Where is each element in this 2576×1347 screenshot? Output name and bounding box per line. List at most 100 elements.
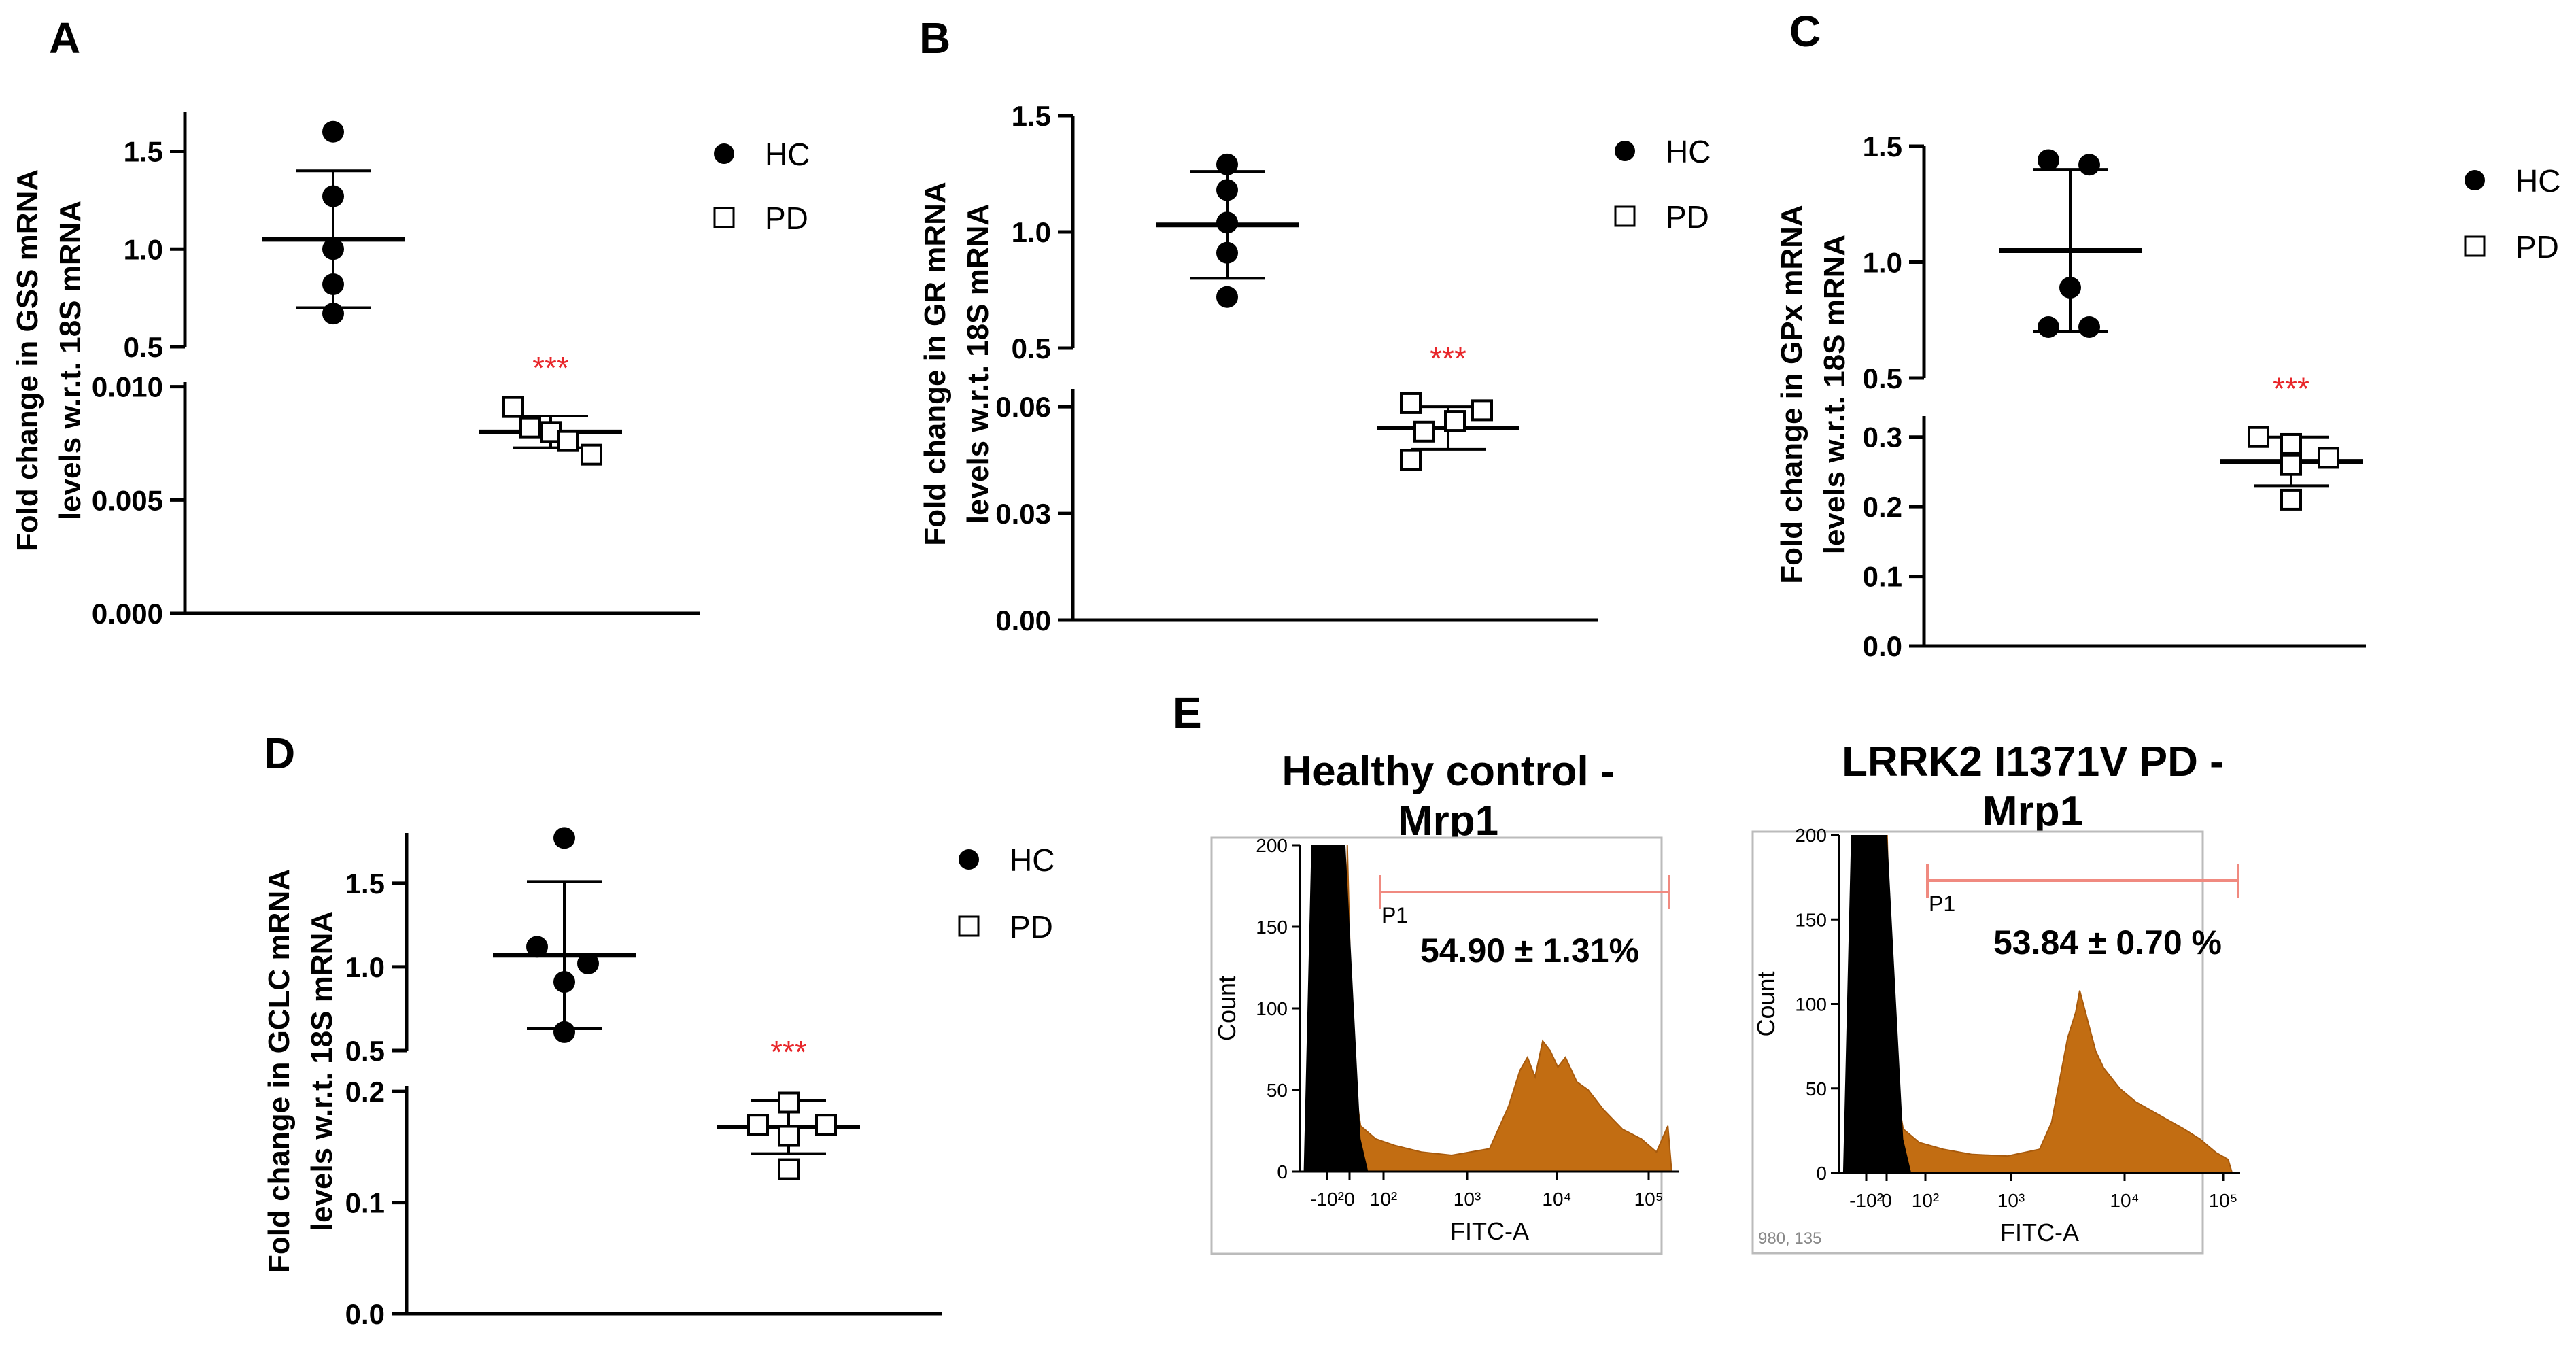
y-tick-label: 0.5 <box>1012 333 1051 364</box>
flow-x-tick-label: 10² <box>1912 1190 1939 1211</box>
flow-y-tick-label: 50 <box>1267 1080 1288 1101</box>
hc-data-point <box>526 936 548 958</box>
pd-data-point <box>519 416 541 439</box>
flow-y-tick-label: 0 <box>1277 1161 1288 1182</box>
hc-data-point <box>2078 154 2100 176</box>
hc-data-point <box>1216 286 1238 308</box>
y-axis-label-line1: Fold change in GCLC mRNA <box>262 869 296 1273</box>
significance-stars: *** <box>2273 371 2309 407</box>
pd-data-point <box>581 443 602 466</box>
hc-data-point <box>577 953 599 974</box>
pd-data-point <box>502 396 524 418</box>
hc-data-point <box>1216 153 1238 175</box>
y-tick-label: 0.2 <box>345 1076 385 1108</box>
hc-data-point <box>322 303 344 325</box>
positive-histogram <box>1344 845 1672 1172</box>
legend-hc-label: HC <box>1666 134 1711 169</box>
hc-data-point <box>2078 316 2100 338</box>
panel-letter-c: C <box>1789 7 1821 56</box>
negative-peak <box>1842 835 1912 1173</box>
legend-pd-label: PD <box>765 201 808 236</box>
y-axis-label-line1: Fold change in GSS mRNA <box>11 169 44 551</box>
y-axis-label-line2: levels w.r.t. 18S mRNA <box>1818 235 1851 554</box>
flow-y-tick-label: 100 <box>1256 998 1288 1019</box>
flow-x-tick-label: 0 <box>1344 1189 1355 1210</box>
significance-stars: *** <box>1430 341 1466 376</box>
flow-hc-title-line1: Healthy control - <box>1282 748 1614 795</box>
y-tick-label: 1.5 <box>124 136 163 168</box>
y-tick-label: 1.0 <box>345 951 385 983</box>
pd-data-point <box>778 1158 800 1180</box>
pd-data-point <box>1400 449 1422 471</box>
flow-y-tick-label: 50 <box>1806 1078 1827 1099</box>
y-tick-label: 0.5 <box>1863 362 1902 394</box>
y-tick-label: 1.5 <box>1863 131 1902 163</box>
flow-y-tick-label: 200 <box>1795 825 1827 846</box>
pd-data-point <box>1444 410 1466 432</box>
y-axis-label-line1: Fold change in GPx mRNA <box>1775 205 1808 583</box>
flow-pd-title-line1: LRRK2 I1371V PD - <box>1842 738 2224 785</box>
flow-x-tick-label: 10³ <box>1997 1190 2025 1211</box>
positive-histogram <box>1886 834 2233 1174</box>
flow-y-tick-label: 100 <box>1795 994 1827 1015</box>
flow-x-tick-label: 10⁵ <box>1634 1189 1664 1210</box>
legend-pd-marker <box>713 207 735 228</box>
flow-plot-frame <box>1751 830 2204 1255</box>
flow-x-tick-label: 10⁵ <box>2209 1190 2238 1211</box>
panel-letter-a: A <box>49 14 80 63</box>
y-axis-label-line2: levels w.r.t. 18S mRNA <box>961 204 995 524</box>
flow-x-axis-label: FITC-A <box>2000 1218 2079 1246</box>
flow-y-axis-label: Count <box>1213 976 1241 1041</box>
flow-y-tick-label: 200 <box>1256 835 1288 856</box>
pd-data-point <box>2280 432 2302 455</box>
hc-data-point <box>2038 316 2059 338</box>
y-tick-label: 0.1 <box>1863 561 1902 593</box>
pd-data-point <box>1400 392 1422 414</box>
percentage-stat: 54.90 ± 1.31% <box>1420 932 1639 970</box>
y-tick-label: 0.010 <box>92 371 163 403</box>
legend-hc-marker <box>1615 141 1635 161</box>
legend-pd-label: PD <box>1010 909 1053 944</box>
flow-y-tick-label: 0 <box>1816 1163 1827 1184</box>
y-tick-label: 0.1 <box>345 1187 385 1219</box>
flow-x-axis-label: FITC-A <box>1450 1217 1529 1245</box>
hc-data-point <box>2059 277 2081 299</box>
y-axis-label-line2: levels w.r.t. 18S mRNA <box>54 201 87 520</box>
y-tick-label: 0.000 <box>92 598 163 630</box>
y-tick-label: 0.3 <box>1863 422 1902 454</box>
y-tick-label: 0.06 <box>995 391 1051 423</box>
y-tick-label: 0.2 <box>1863 491 1902 523</box>
legend-pd-label: PD <box>1666 199 1709 235</box>
y-tick-label: 0.5 <box>345 1035 385 1067</box>
legend-hc-label: HC <box>765 137 810 172</box>
significance-stars: *** <box>532 350 569 386</box>
y-axis-label-line1: Fold change in GR mRNA <box>918 182 952 545</box>
pd-data-point <box>2280 454 2302 476</box>
y-tick-label: 1.0 <box>1012 216 1051 248</box>
pd-data-point <box>747 1114 769 1136</box>
y-tick-label: 0.5 <box>124 331 163 363</box>
pd-data-point <box>815 1114 837 1136</box>
flow-x-tick-label: 10³ <box>1454 1189 1481 1210</box>
panel-letter-e: E <box>1173 688 1202 737</box>
hc-data-point <box>322 238 344 260</box>
legend-pd-marker <box>958 915 980 937</box>
pd-data-point <box>2318 447 2339 469</box>
hc-data-point <box>553 827 575 849</box>
panel-a-gss-chart: 0.5 1.0 1.5 0.000 0.005 0.010 Fold change in G… <box>11 112 810 630</box>
significance-stars: *** <box>770 1034 807 1070</box>
flow-plot-frame <box>1210 836 1663 1255</box>
y-tick-label: 0.005 <box>92 484 163 516</box>
flow-x-tick-label: 10⁴ <box>1542 1189 1571 1210</box>
pd-data-point <box>1413 420 1435 443</box>
flow-x-tick-label: 0 <box>1881 1190 1892 1211</box>
pd-data-point <box>2248 426 2269 448</box>
flow-pd-title-line2: Mrp1 <box>1982 788 2083 835</box>
y-tick-label: 0.0 <box>345 1298 385 1330</box>
y-tick-label: 0.0 <box>1863 630 1902 662</box>
legend-hc-label: HC <box>2515 163 2560 199</box>
hc-data-point <box>1216 179 1238 201</box>
flow-y-axis-label: Count <box>1752 971 1780 1036</box>
